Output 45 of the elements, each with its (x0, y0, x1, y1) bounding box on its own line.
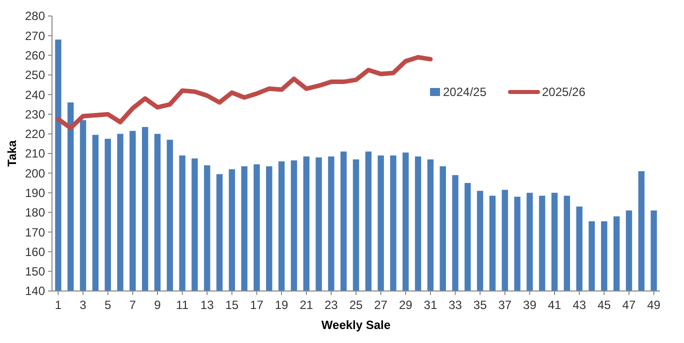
y-tick-label: 160 (24, 244, 46, 259)
legend-label: 2024/25 (443, 85, 487, 100)
x-tick-label: 3 (80, 298, 87, 312)
x-tick-label: 43 (572, 298, 586, 312)
y-tick-label: 240 (24, 88, 46, 102)
legend-label: 2025/26 (542, 85, 586, 100)
y-tick-label: 180 (24, 206, 46, 220)
x-tick-label: 41 (548, 298, 562, 312)
x-axis-title: Weekly Sale (321, 318, 391, 332)
y-axis-title: Taka (5, 140, 19, 167)
y-tick-label: 200 (24, 166, 46, 180)
y-tick-label: 270 (24, 28, 46, 43)
x-tick-label: 1 (54, 298, 62, 312)
x-tick-label: 15 (225, 298, 239, 312)
x-tick-label: 11 (176, 298, 189, 312)
x-tick-label: 33 (448, 298, 462, 312)
x-tick-label: 17 (250, 298, 264, 312)
x-tick-label: 19 (274, 298, 289, 312)
line-series (56, 55, 433, 130)
x-tick-label: 35 (473, 298, 488, 312)
y-tick-label: 190 (24, 186, 46, 200)
x-tick-label: 5 (104, 298, 112, 312)
x-tick-label: 29 (398, 298, 413, 312)
x-tick-label: 7 (129, 298, 136, 312)
x-tick-label: 31 (424, 298, 438, 312)
y-tick-label: 220 (24, 127, 46, 142)
x-tick-label: 13 (200, 298, 214, 312)
x-tick-label: 9 (154, 298, 162, 312)
y-tick-label: 150 (24, 264, 46, 279)
x-tick-label: 23 (324, 298, 338, 312)
x-tick-label: 47 (622, 298, 636, 312)
x-tick-label: 49 (647, 298, 661, 312)
y-tick-label: 170 (24, 225, 46, 240)
x-tick-label: 25 (349, 298, 363, 312)
x-tick-label: 21 (300, 298, 314, 312)
y-tick-label: 250 (24, 68, 46, 82)
x-tick-label: 27 (374, 298, 388, 312)
x-tick-label: 37 (498, 298, 512, 312)
y-tick-label: 280 (24, 9, 46, 24)
y-tick-label: 260 (24, 48, 46, 62)
y-tick-label: 140 (24, 284, 46, 298)
y-tick-label: 210 (24, 146, 46, 161)
x-tick-label: 39 (523, 298, 537, 312)
y-tick-label: 230 (24, 107, 46, 122)
x-tick-label: 45 (597, 298, 612, 312)
